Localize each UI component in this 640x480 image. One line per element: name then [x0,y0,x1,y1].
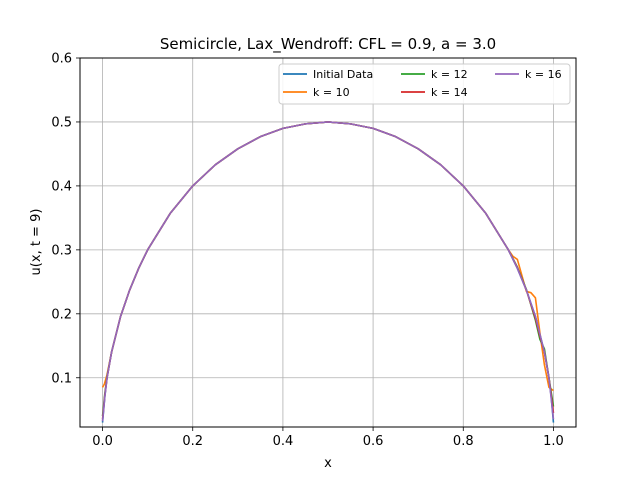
y-tick-label: 0.5 [51,115,72,130]
series-layer [101,121,555,423]
x-tick-label: 0.6 [363,434,384,449]
y-tick-label: 0.3 [51,243,72,258]
x-tick-label: 0.0 [92,434,113,449]
series-line-4 [101,121,555,422]
x-axis-label: x [324,456,332,471]
legend-label-4: k = 16 [525,68,562,81]
y-axis-label: u(x, t = 9) [29,209,44,276]
y-tick-label: 0.6 [51,52,72,67]
legend-label-1: k = 10 [313,86,350,99]
legend-label-2: k = 12 [431,68,468,81]
y-tick-label: 0.4 [51,179,72,194]
x-tick-label: 0.2 [182,434,203,449]
legend-label-3: k = 14 [431,86,468,99]
legend-label-0: Initial Data [313,68,373,81]
x-tick-label: 0.8 [453,434,474,449]
y-tick-label: 0.1 [51,371,72,386]
x-tick-label: 0.4 [273,434,294,449]
chart-title: Semicircle, Lax_Wendroff: CFL = 0.9, a =… [160,35,496,54]
legend: Initial Data k = 10 k = 12 k = 14 k = 16 [278,63,571,105]
y-tick-label: 0.2 [51,307,72,322]
x-tick-label: 1.0 [543,434,564,449]
plot-frame [79,57,577,428]
ticks: 0.0 0.2 0.4 0.6 0.8 1.0 0.1 0.2 0.3 0.4 0.5 0.6 [51,52,563,450]
